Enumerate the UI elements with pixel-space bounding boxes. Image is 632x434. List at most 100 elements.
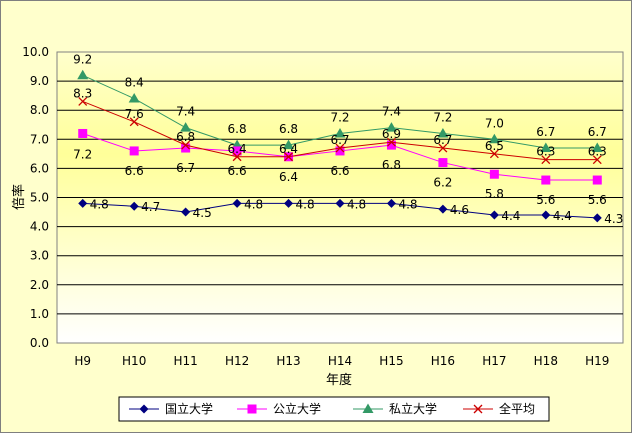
legend: 国立大学 公立大学 私立大学 全平均 bbox=[118, 396, 550, 422]
x-tick-label: H18 bbox=[534, 354, 558, 368]
triangle-marker bbox=[591, 142, 603, 153]
diamond-marker bbox=[438, 204, 448, 214]
x-tick-labels: H9 H10 H11 H12 H13 H14 H15 H16 H17 H18 H19 bbox=[74, 354, 609, 368]
square-marker bbox=[592, 175, 602, 185]
data-labels: 4.8 4.7 4.5 4.8 4.8 4.8 4.8 4.6 4.4 4.4 4.3 7.2 6.6 6… bbox=[73, 52, 623, 226]
x-tick-label: H14 bbox=[328, 354, 352, 368]
triangle-marker bbox=[334, 127, 346, 138]
data-label: 4.8 bbox=[90, 197, 109, 211]
data-label: 6.9 bbox=[382, 127, 401, 141]
data-label: 6.4 bbox=[279, 170, 298, 184]
data-label: 7.2 bbox=[433, 110, 452, 124]
diamond-marker bbox=[232, 198, 242, 208]
x-marker bbox=[129, 117, 139, 127]
triangle-marker bbox=[128, 93, 140, 103]
data-label: 6.4 bbox=[228, 142, 247, 156]
data-label: 9.2 bbox=[73, 52, 92, 66]
triangle-marker bbox=[488, 133, 500, 144]
square-marker bbox=[247, 404, 257, 414]
x-marker bbox=[284, 152, 294, 162]
data-label: 7.4 bbox=[382, 105, 401, 119]
data-label: 4.8 bbox=[296, 197, 315, 211]
y-tick-label: 9.0 bbox=[30, 74, 49, 88]
square-marker bbox=[232, 146, 242, 156]
x-tick-label: H17 bbox=[482, 354, 506, 368]
data-label: 6.7 bbox=[588, 125, 607, 139]
x-tick-label: H11 bbox=[173, 354, 197, 368]
y-tick-label: 1.0 bbox=[30, 307, 49, 321]
triangle-marker bbox=[540, 142, 552, 153]
diamond-marker bbox=[592, 213, 602, 223]
x-tick-label: H13 bbox=[276, 354, 300, 368]
y-tick-label: 7.0 bbox=[30, 132, 49, 146]
legend-entry: 全平均 bbox=[463, 401, 535, 416]
square-marker bbox=[335, 146, 345, 156]
x-tick-label: H10 bbox=[122, 354, 146, 368]
x-marker bbox=[489, 149, 499, 159]
triangle-marker bbox=[437, 127, 449, 138]
data-label: 5.6 bbox=[588, 193, 607, 207]
gridlines bbox=[57, 80, 623, 315]
x-marker-stroke bbox=[592, 155, 602, 165]
data-label: 6.7 bbox=[536, 125, 555, 139]
data-label: 4.4 bbox=[501, 209, 520, 223]
x-marker bbox=[335, 143, 345, 153]
x-marker bbox=[181, 140, 191, 150]
y-tick-label: 5.0 bbox=[30, 191, 49, 205]
x-marker-stroke bbox=[129, 117, 139, 127]
x-marker bbox=[78, 97, 88, 106]
data-label: 6.8 bbox=[228, 122, 247, 136]
diamond-marker bbox=[386, 198, 396, 208]
data-label: 4.6 bbox=[450, 203, 469, 217]
data-label: 6.6 bbox=[228, 164, 247, 178]
diamond-marker bbox=[129, 201, 139, 211]
diamond-marker bbox=[181, 207, 191, 217]
x-marker-stroke bbox=[386, 137, 396, 147]
data-label: 6.3 bbox=[588, 145, 607, 159]
data-label: 4.8 bbox=[347, 197, 366, 211]
x-marker-stroke bbox=[489, 149, 499, 159]
x-axis-title: 年度 bbox=[326, 372, 352, 388]
x-marker-stroke bbox=[181, 140, 191, 150]
data-label: 8.3 bbox=[73, 86, 92, 100]
data-label: 4.8 bbox=[244, 197, 263, 211]
square-marker bbox=[386, 140, 396, 150]
data-label: 5.8 bbox=[485, 187, 504, 201]
data-label: 4.4 bbox=[553, 209, 572, 223]
x-marker-stroke bbox=[78, 97, 88, 106]
diamond-marker bbox=[78, 198, 88, 208]
x-marker-stroke bbox=[284, 152, 294, 162]
data-label: 4.3 bbox=[604, 212, 623, 226]
x-marker bbox=[592, 155, 602, 165]
data-label: 4.5 bbox=[193, 206, 212, 220]
data-label: 7.2 bbox=[330, 110, 349, 124]
y-tick-label: 4.0 bbox=[30, 220, 49, 234]
diamond-marker bbox=[541, 210, 551, 220]
x-tick-label: H19 bbox=[585, 354, 609, 368]
square-marker bbox=[541, 175, 551, 185]
y-tick-labels: 0.0 1.0 2.0 3.0 4.0 5.0 6.0 7.0 8.0 9.0 10.0 bbox=[22, 45, 49, 350]
x-tick-label: H9 bbox=[74, 354, 91, 368]
legend-label: 公立大学 bbox=[273, 401, 321, 416]
square-marker bbox=[489, 169, 499, 179]
x-marker bbox=[541, 155, 551, 165]
data-label: 6.3 bbox=[536, 145, 555, 159]
triangle-marker bbox=[385, 122, 397, 132]
data-label: 6.4 bbox=[279, 142, 298, 156]
legend-entry: 私立大学 bbox=[353, 401, 437, 416]
diamond-marker bbox=[489, 210, 499, 220]
data-label: 7.6 bbox=[125, 107, 144, 121]
square-marker bbox=[78, 128, 88, 138]
data-label: 6.6 bbox=[125, 164, 144, 178]
x-tick-label: H16 bbox=[431, 354, 455, 368]
legend-entry: 国立大学 bbox=[129, 401, 213, 416]
data-label: 7.0 bbox=[485, 116, 504, 130]
triangle-marker bbox=[77, 69, 89, 80]
square-marker bbox=[129, 146, 139, 156]
y-tick-label: 10.0 bbox=[22, 45, 49, 59]
data-label: 4.8 bbox=[398, 197, 417, 211]
data-label: 6.7 bbox=[176, 161, 195, 175]
triangle-marker bbox=[180, 122, 192, 132]
legend-label: 国立大学 bbox=[165, 401, 213, 416]
